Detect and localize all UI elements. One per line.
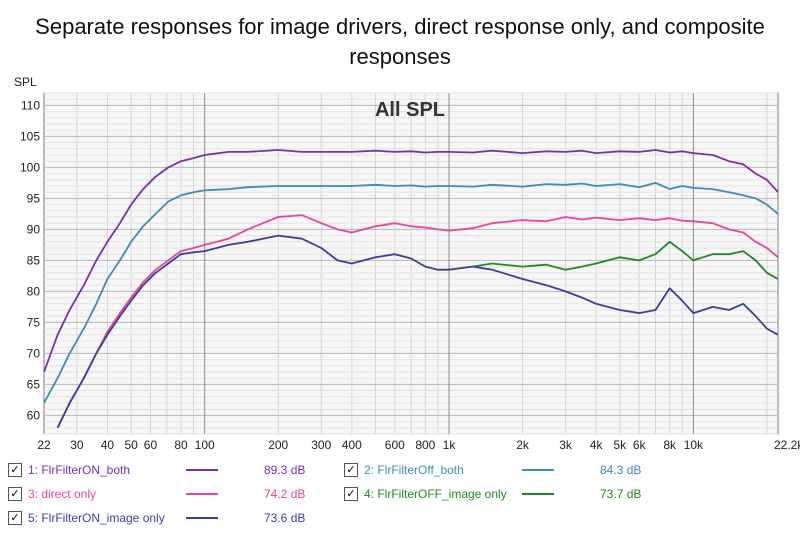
series-line-2 <box>43 182 779 404</box>
x-tick-label: 30 <box>70 438 84 452</box>
x-tick-label: 22.2kHz <box>774 438 800 452</box>
x-tick-label: 100 <box>195 438 215 452</box>
series-group <box>43 149 779 429</box>
x-tick-label: 40 <box>101 438 115 452</box>
y-axis-label: SPL <box>14 75 37 89</box>
x-tick-label: 800 <box>415 438 435 452</box>
legend-value-3: 74.2 dB <box>264 487 306 501</box>
legend-checkbox-4[interactable]: ✓ <box>344 487 358 501</box>
series-line-5 <box>56 234 779 429</box>
x-tick-label: 300 <box>311 438 331 452</box>
x-tick-label: 400 <box>342 438 362 452</box>
x-tick-label: 80 <box>174 438 188 452</box>
legend-checkbox-2[interactable]: ✓ <box>344 463 358 477</box>
legend-label-2: 2: FlrFilterOff_both <box>364 463 464 477</box>
legend-swatch-4 <box>522 493 554 495</box>
legend: ✓ 1: FlrFilterON_both 89.3 dB ✓ 2: FlrFi… <box>0 460 800 533</box>
x-tick-label: 22 <box>37 438 51 452</box>
x-tick-label: 50 <box>124 438 138 452</box>
legend-label-1: 1: FlrFilterON_both <box>28 463 131 477</box>
legend-value-5: 73.6 dB <box>264 511 306 525</box>
legend-label-4: 4: FlrFilterOFF_image only <box>364 487 507 501</box>
grid-minor <box>44 92 778 435</box>
y-tick-label: 65 <box>27 377 41 391</box>
x-tick-label: 8k <box>663 438 677 452</box>
legend-label-3: 3: direct only <box>28 487 97 501</box>
plot-subtitle: All SPL <box>375 99 445 121</box>
y-tick-label: 90 <box>27 222 41 236</box>
tick-labels: 60 65 70 75 80 85 90 95 100 105 110 22 30 40 50 60 80 100… <box>20 98 800 452</box>
chart-plot: 60 65 70 75 80 85 90 95 100 105 110 22 30 40 50 60 80 100… <box>14 75 800 452</box>
series-line-1 <box>43 149 779 373</box>
legend-checkbox-5[interactable]: ✓ <box>8 511 22 525</box>
x-tick-label: 1k <box>443 438 457 452</box>
x-tick-label: 5k <box>613 438 627 452</box>
x-tick-label: 2k <box>516 438 530 452</box>
y-tick-label: 105 <box>20 129 40 143</box>
legend-swatch-3 <box>186 493 218 495</box>
legend-label-5: 5: FlrFilterON_image only <box>28 511 165 525</box>
legend-swatch-1 <box>186 469 218 471</box>
x-tick-label: 10k <box>684 438 704 452</box>
x-tick-label: 4k <box>590 438 604 452</box>
y-tick-label: 70 <box>27 346 41 360</box>
x-tick-label: 60 <box>144 438 158 452</box>
y-tick-label: 80 <box>27 284 41 298</box>
series-line-3 <box>56 214 779 429</box>
x-tick-label: 200 <box>268 438 288 452</box>
series-line-4 <box>472 240 779 280</box>
chart-title: Separate responses for image drivers, di… <box>35 14 765 69</box>
y-tick-label: 75 <box>27 315 41 329</box>
y-tick-label: 60 <box>27 408 41 422</box>
legend-swatch-2 <box>522 469 554 471</box>
legend-checkbox-3[interactable]: ✓ <box>8 487 22 501</box>
legend-value-2: 84.3 dB <box>600 463 642 477</box>
y-tick-label: 110 <box>21 98 40 112</box>
legend-value-1: 89.3 dB <box>264 463 306 477</box>
x-tick-label: 3k <box>559 438 573 452</box>
legend-value-4: 73.7 dB <box>600 487 642 501</box>
legend-checkbox-1[interactable]: ✓ <box>8 463 22 477</box>
grid-major <box>44 93 778 434</box>
x-tick-label: 600 <box>385 438 405 452</box>
legend-swatch-5 <box>186 517 218 519</box>
y-tick-label: 100 <box>20 160 40 174</box>
x-tick-label: 6k <box>633 438 647 452</box>
y-tick-label: 85 <box>27 253 41 267</box>
y-tick-label: 95 <box>27 191 41 205</box>
